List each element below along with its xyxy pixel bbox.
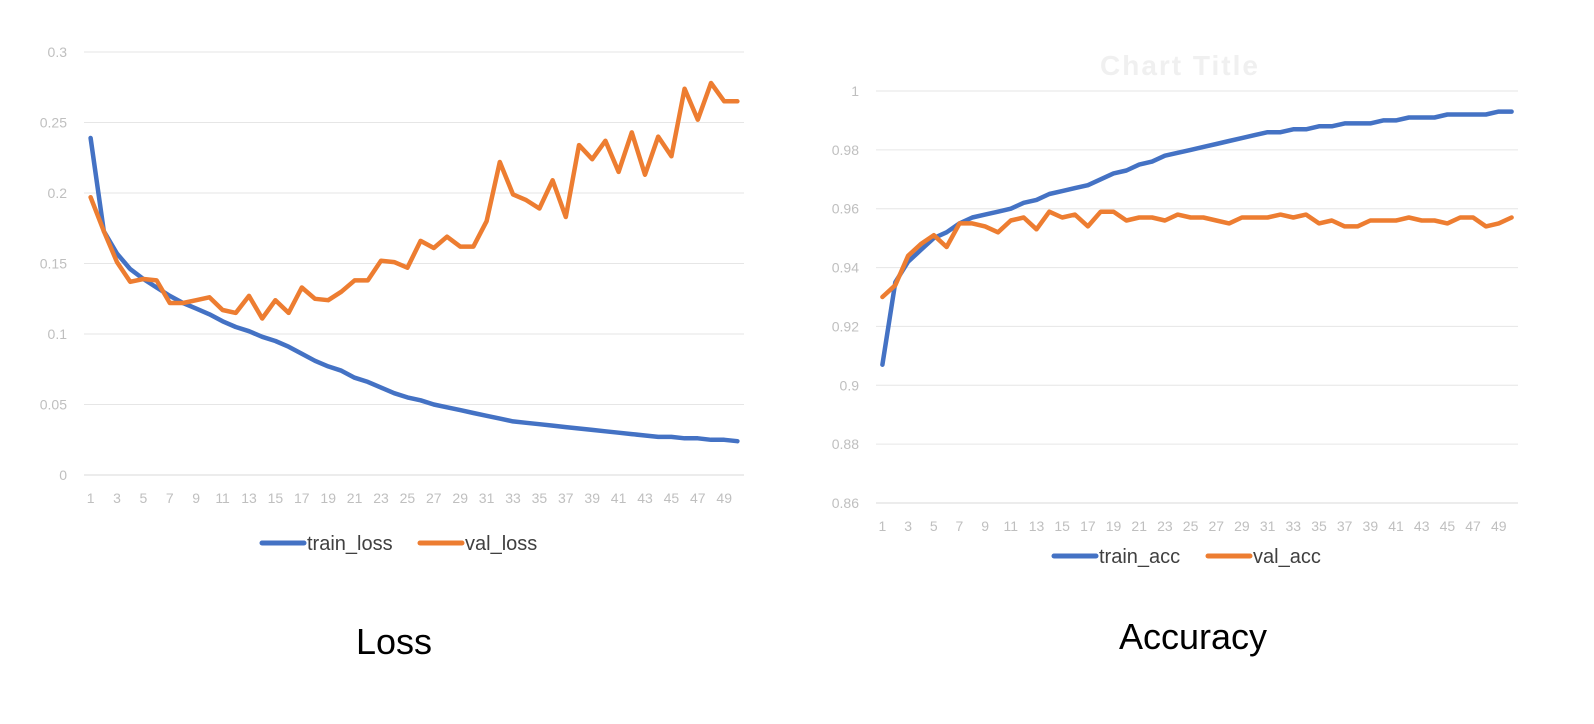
loss-x-tick-label: 45 (664, 490, 680, 506)
accuracy-x-tick-label: 27 (1208, 518, 1224, 534)
loss-x-tick-label: 23 (373, 490, 389, 506)
accuracy-series-val-acc (880, 209, 1514, 300)
loss-x-tick-label: 7 (166, 490, 174, 506)
loss-x-tick-label: 11 (215, 490, 230, 506)
accuracy-x-tick-label: 23 (1157, 518, 1173, 534)
accuracy-legend-label-train-acc: train_acc (1099, 546, 1180, 568)
loss-x-tick-label: 31 (479, 490, 495, 506)
accuracy-x-tick-label: 5 (930, 518, 938, 534)
loss-x-tick-label: 39 (584, 490, 600, 506)
accuracy-x-tick-label: 47 (1465, 518, 1481, 534)
loss-series-val-loss (88, 80, 740, 321)
loss-series-train-loss (88, 135, 740, 444)
accuracy-x-tick-label: 25 (1183, 518, 1199, 534)
accuracy-series-train-acc (880, 109, 1514, 367)
loss-x-tick-label: 25 (400, 490, 416, 506)
accuracy-x-tick-label: 7 (956, 518, 964, 534)
loss-x-tick-label: 47 (690, 490, 706, 506)
accuracy-x-tick-label: 15 (1054, 518, 1070, 534)
accuracy-x-tick-label: 33 (1286, 518, 1302, 534)
accuracy-y-tick-label: 0.96 (832, 201, 859, 217)
accuracy-x-tick-label: 31 (1260, 518, 1276, 534)
accuracy-x-tick-label: 21 (1131, 518, 1147, 534)
accuracy-y-tick-label: 0.9 (840, 377, 860, 393)
loss-x-tick-label: 21 (347, 490, 363, 506)
loss-caption: Loss (356, 621, 432, 662)
loss-x-tick-label: 43 (637, 490, 653, 506)
accuracy-x-tick-label: 3 (904, 518, 912, 534)
loss-y-tick-label: 0.25 (40, 115, 67, 131)
accuracy-y-tick-label: 0.92 (832, 318, 859, 334)
loss-y-tick-label: 0.05 (40, 397, 67, 413)
accuracy-x-tick-label: 37 (1337, 518, 1353, 534)
accuracy-x-tick-label: 9 (981, 518, 989, 534)
loss-chart: 00.050.10.150.20.250.31 3 5 7 9 11 13 15 17 19 21 2… (40, 44, 744, 555)
loss-x-tick-label: 3 (113, 490, 121, 506)
accuracy-x-tick-label: 45 (1440, 518, 1456, 534)
accuracy-x-tick-label: 43 (1414, 518, 1430, 534)
loss-legend-label-val-loss: val_loss (465, 533, 537, 555)
accuracy-x-tick-label: 13 (1029, 518, 1045, 534)
loss-x-tick-label: 5 (140, 490, 148, 506)
accuracy-x-tick-label: 17 (1080, 518, 1096, 534)
accuracy-y-tick-label: 0.94 (832, 260, 859, 276)
loss-x-tick-label: 1 (87, 490, 95, 506)
accuracy-x-tick-label: 11 (1004, 518, 1019, 534)
accuracy-x-tick-label: 49 (1491, 518, 1507, 534)
accuracy-x-tick-label: 39 (1363, 518, 1379, 534)
loss-x-tick-label: 17 (294, 490, 310, 506)
loss-x-tick-label: 19 (320, 490, 336, 506)
loss-x-tick-label: 37 (558, 490, 574, 506)
accuracy-x-tick-label: 35 (1311, 518, 1327, 534)
loss-x-tick-label: 35 (532, 490, 548, 506)
loss-legend-label-train-loss: train_loss (307, 533, 393, 555)
loss-x-tick-label: 49 (716, 490, 732, 506)
loss-x-tick-label: 15 (268, 490, 284, 506)
loss-x-tick-label: 29 (452, 490, 468, 506)
loss-x-tick-label: 9 (192, 490, 200, 506)
accuracy-legend-label-val-acc: val_acc (1253, 546, 1321, 568)
accuracy-x-tick-label: 19 (1106, 518, 1122, 534)
accuracy-y-tick-label: 0.88 (832, 436, 859, 452)
accuracy-caption: Accuracy (1119, 616, 1267, 657)
accuracy-y-tick-label: 1 (851, 83, 859, 99)
accuracy-chart: Chart Title0.860.880.90.920.940.960.9811… (832, 50, 1518, 568)
loss-y-tick-label: 0.1 (48, 326, 68, 342)
loss-y-tick-label: 0.2 (48, 185, 68, 201)
accuracy-x-tick-label: 1 (879, 518, 887, 534)
loss-y-tick-label: 0.15 (40, 256, 67, 272)
loss-x-tick-label: 27 (426, 490, 442, 506)
loss-y-tick-label: 0.3 (48, 44, 68, 60)
accuracy-y-tick-label: 0.98 (832, 142, 859, 158)
accuracy-y-tick-label: 0.86 (832, 495, 859, 511)
accuracy-chart-title: Chart Title (1100, 50, 1260, 81)
accuracy-x-tick-label: 29 (1234, 518, 1250, 534)
loss-x-tick-label: 13 (241, 490, 257, 506)
accuracy-x-tick-label: 41 (1388, 518, 1404, 534)
loss-x-tick-label: 41 (611, 490, 627, 506)
loss-x-tick-label: 33 (505, 490, 521, 506)
loss-y-tick-label: 0 (59, 467, 67, 483)
